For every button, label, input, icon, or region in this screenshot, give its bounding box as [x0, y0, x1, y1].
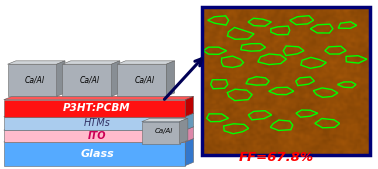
- Polygon shape: [117, 61, 175, 64]
- Polygon shape: [4, 127, 194, 130]
- Text: Glass: Glass: [80, 149, 114, 159]
- Polygon shape: [142, 122, 180, 144]
- Text: Ca/Al: Ca/Al: [79, 76, 99, 85]
- Polygon shape: [117, 64, 166, 96]
- Text: ITO: ITO: [88, 131, 106, 141]
- Polygon shape: [180, 118, 188, 144]
- Polygon shape: [4, 142, 185, 166]
- Polygon shape: [4, 130, 185, 142]
- Polygon shape: [142, 118, 188, 122]
- Polygon shape: [185, 139, 194, 166]
- Text: HTMs: HTMs: [84, 118, 110, 128]
- Polygon shape: [185, 96, 194, 117]
- Polygon shape: [8, 61, 65, 64]
- Polygon shape: [4, 117, 185, 130]
- Text: Ca/Al: Ca/Al: [25, 76, 45, 85]
- Text: Ca/Al: Ca/Al: [155, 128, 173, 134]
- Polygon shape: [57, 61, 65, 96]
- Text: P3HT:PCBM: P3HT:PCBM: [63, 103, 131, 113]
- Polygon shape: [62, 64, 112, 96]
- Polygon shape: [4, 139, 194, 142]
- Polygon shape: [8, 64, 57, 96]
- Polygon shape: [112, 61, 120, 96]
- Polygon shape: [4, 113, 194, 117]
- Polygon shape: [166, 61, 175, 96]
- Bar: [202, 7, 370, 155]
- Polygon shape: [4, 96, 194, 100]
- Polygon shape: [185, 113, 194, 130]
- Text: Ca/Al: Ca/Al: [134, 76, 154, 85]
- Text: FF=67.8%: FF=67.8%: [239, 151, 313, 164]
- Polygon shape: [185, 127, 194, 142]
- Polygon shape: [62, 61, 120, 64]
- Polygon shape: [4, 100, 185, 117]
